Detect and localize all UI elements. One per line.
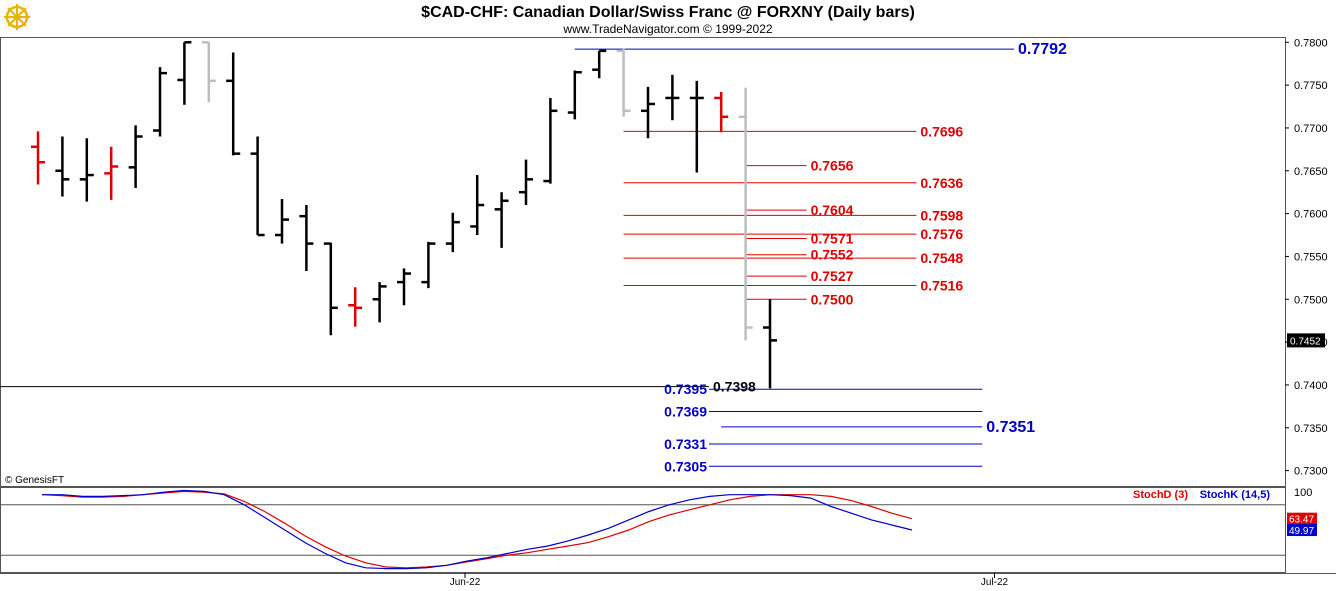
logo: [4, 4, 30, 30]
stoch-k-line: [42, 489, 913, 570]
price-panel-frame: [0, 37, 1286, 487]
stoch-d-value: 63.47: [1289, 515, 1314, 526]
price-tick-label: 0.7700: [1294, 123, 1328, 135]
level-label: 0.7696: [920, 123, 963, 139]
level-label: 0.7571: [811, 230, 854, 246]
level-label: 0.7548: [920, 250, 963, 266]
price-tick-label: 0.7550: [1294, 251, 1328, 263]
level-label: 0.7395: [664, 381, 707, 397]
level-label: 0.7604: [811, 202, 854, 218]
chart-title: $CAD-CHF: Canadian Dollar/Swiss Franc @ …: [421, 4, 915, 21]
level-label: 0.7656: [811, 158, 854, 174]
level-label: 0.7598: [920, 207, 963, 223]
price-tick-label: 0.7350: [1294, 423, 1328, 435]
price-tick-label: 0.7300: [1294, 466, 1328, 478]
level-label: 0.7552: [811, 247, 854, 263]
level-label: 0.7527: [811, 268, 854, 284]
level-label: 0.7500: [811, 291, 854, 307]
level-label: 0.7636: [920, 175, 963, 191]
watermark: © GenesisFT: [5, 475, 64, 486]
level-label: 0.7576: [920, 226, 963, 242]
price-tick-label: 0.7500: [1294, 294, 1328, 306]
price-axis: 0.7800 0.7750 0.7700 0.7650 0.7600 0.7550 0.75…: [1285, 37, 1328, 478]
level-label: 0.7516: [920, 278, 963, 294]
price-tick-label: 0.7400: [1294, 380, 1328, 392]
legend-stoch-k: StochK (14,5): [1200, 489, 1271, 501]
time-axis: Jun-22 Jul-22: [450, 573, 1009, 588]
level-label: 0.7369: [664, 403, 707, 419]
time-tick-label: Jul-22: [981, 577, 1009, 588]
level-label: 0.7305: [664, 458, 707, 474]
level-label: 0.7331: [664, 436, 707, 452]
level-label: 0.7351: [986, 419, 1035, 436]
stoch-k-flag: [1287, 524, 1317, 537]
stochastic-panel-frame: [0, 487, 1286, 573]
stoch-k-value: 49.97: [1289, 526, 1314, 537]
last-price-label: 0.7452: [1290, 336, 1321, 347]
price-tick-label: 0.7750: [1294, 80, 1328, 92]
price-tick-label: 0.7600: [1294, 209, 1328, 221]
last-price-flag: [1287, 333, 1325, 348]
price-levels: 0.7792 0.7696 0.7656 0.7636 0.7604 0.7598 0.75…: [0, 41, 1067, 474]
level-label: 0.7398: [713, 379, 756, 395]
ship-wheel-spoke: [7, 7, 27, 27]
stochastic-axis-label: 100: [1294, 487, 1312, 499]
price-tick-label: 0.7650: [1294, 166, 1328, 178]
stoch-d-flag: [1287, 512, 1317, 525]
chart-subtitle: www.TradeNavigator.com © 1999-2022: [562, 22, 772, 36]
ohlc-bars: [31, 41, 777, 389]
time-tick-label: Jun-22: [450, 577, 481, 588]
legend-stoch-d: StochD (3): [1133, 489, 1188, 501]
price-tick-label: 0.7800: [1294, 37, 1328, 49]
level-label: 0.7792: [1018, 41, 1067, 58]
